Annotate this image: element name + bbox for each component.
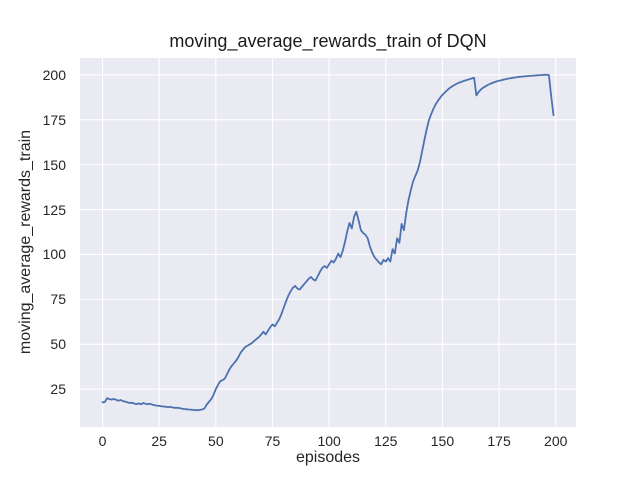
y-tick-label: 200 [42,66,66,83]
y-tick-label: 25 [50,381,66,398]
y-tick-label: 125 [42,201,66,218]
x-tick-label: 125 [374,433,398,449]
y-tick-label: 75 [50,291,66,308]
x-tick-label: 175 [487,433,511,449]
y-tick-label: 100 [42,246,66,263]
x-tick-label: 100 [317,433,341,449]
x-tick-label: 50 [208,433,224,449]
y-tick-label: 50 [50,336,66,353]
x-tick-label: 75 [264,433,281,449]
y-tick-label: 175 [42,111,66,128]
dqn-reward-line [101,73,555,412]
x-tick-label: 200 [544,433,568,449]
y-tick-label: 150 [42,156,66,173]
chart-title: moving_average_rewards_train of DQN [169,31,487,51]
x-tick-label: 25 [151,433,167,449]
x-tick-label: 0 [98,433,107,449]
x-axis-label: episodes [295,449,361,466]
axes-background [80,58,576,427]
x-tick-label: 150 [430,433,455,449]
